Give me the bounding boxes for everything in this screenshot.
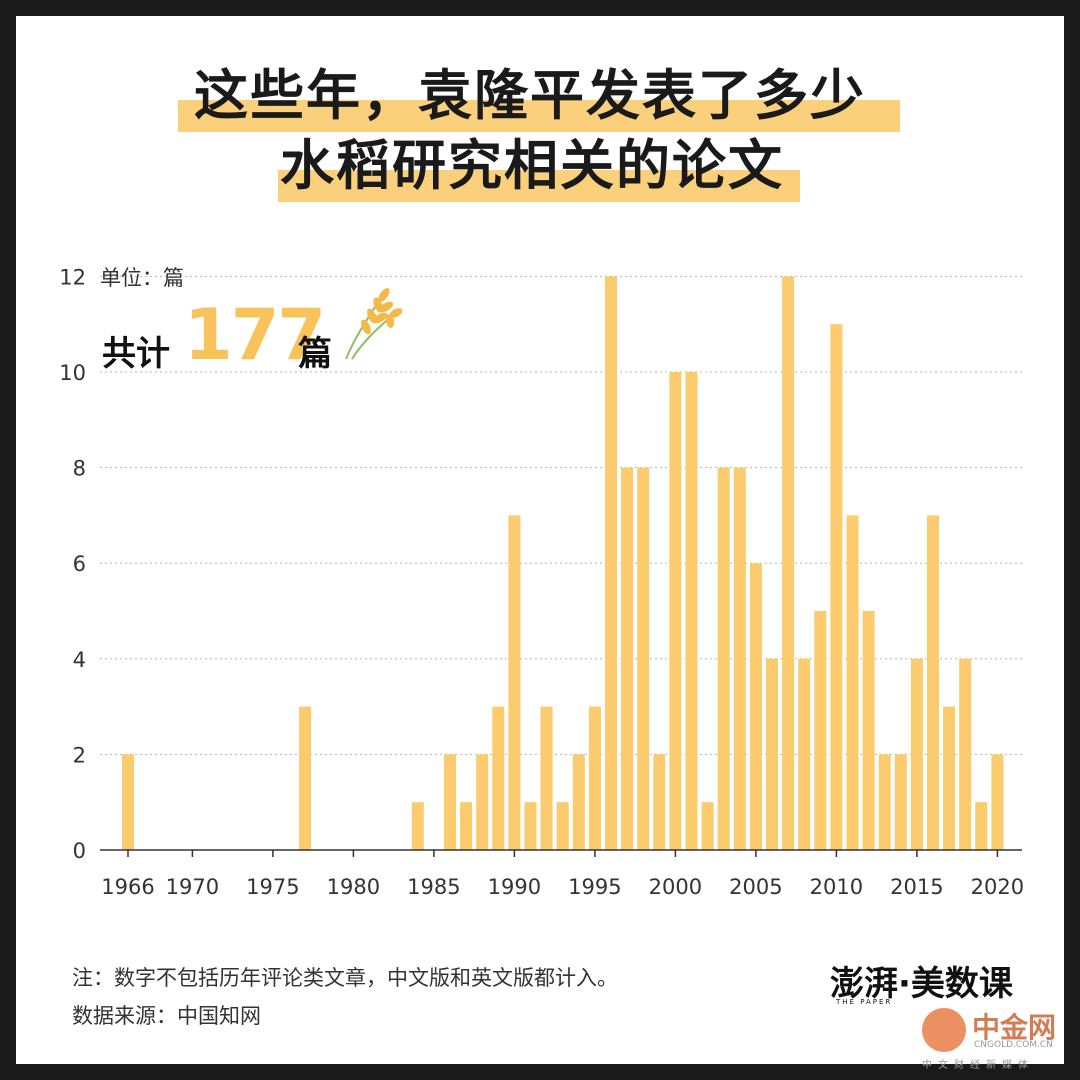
total-number: 177 (184, 294, 326, 376)
watermark-logo-icon (922, 1008, 966, 1052)
bar (975, 802, 988, 850)
bar (782, 276, 795, 850)
bar (588, 706, 601, 850)
bar (991, 754, 1004, 850)
bar (766, 658, 778, 850)
x-tick-label: 2010 (810, 875, 863, 899)
watermark-tagline: 中文财经新媒体 (922, 1060, 1034, 1071)
footnote: 注：数字不包括历年评论类文章，中文版和英文版都计入。 (72, 966, 618, 990)
chart-title-line-1: 这些年，袁隆平发表了多少 (194, 64, 866, 127)
title-highlight-2 (278, 170, 800, 202)
x-tick-label: 2000 (649, 875, 702, 899)
bar (749, 563, 762, 850)
bar (959, 658, 972, 850)
bar (572, 754, 585, 850)
bar (540, 706, 553, 850)
bar (524, 802, 537, 850)
brand-logo: 澎湃·美数课 (830, 964, 1013, 1004)
watermark: 中金网 CNGOLD.COM.CN 中文财经新媒体 (922, 1000, 1072, 1071)
bar (943, 706, 956, 850)
bar (830, 324, 843, 850)
y-tick-label: 6 (73, 552, 86, 576)
bar (492, 706, 505, 850)
bar (653, 754, 666, 850)
unit-label: 单位：篇 (100, 266, 184, 290)
bar (878, 754, 891, 850)
x-tick-label: 1975 (246, 875, 299, 899)
x-tick-label: 1966 (101, 875, 154, 899)
bar (814, 611, 827, 850)
x-tick-label: 1990 (488, 875, 541, 899)
bar (476, 754, 489, 850)
total-suffix: 篇 (298, 334, 332, 374)
data-source: 数据来源：中国知网 (72, 1004, 261, 1028)
watermark-domain: CNGOLD.COM.CN (974, 1040, 1053, 1050)
x-tick-label: 2020 (971, 875, 1024, 899)
bar (299, 706, 312, 850)
bar (444, 754, 456, 850)
y-tick-label: 8 (73, 457, 86, 481)
bar (846, 515, 859, 850)
bar (411, 802, 424, 850)
bar (894, 754, 907, 850)
bar (669, 372, 682, 850)
bar (927, 515, 939, 850)
bar (508, 515, 521, 850)
title-highlight-1 (178, 100, 900, 132)
bar (862, 611, 875, 850)
y-tick-label: 2 (73, 743, 86, 767)
x-tick-label: 1980 (327, 875, 380, 899)
chart-title-line-2: 水稻研究相关的论文 (280, 134, 784, 197)
x-tick-label: 1970 (166, 875, 219, 899)
bar (798, 658, 811, 850)
y-tick-label: 12 (59, 265, 86, 289)
bar (685, 372, 698, 850)
y-tick-label: 10 (59, 361, 86, 385)
y-tick-label: 4 (73, 648, 86, 672)
bar (460, 802, 473, 850)
bar (701, 802, 714, 850)
x-tick-label: 1995 (568, 875, 621, 899)
bar (621, 467, 634, 850)
rice-ear-icon (345, 288, 403, 360)
x-tick-label: 2015 (890, 875, 943, 899)
total-prefix: 共计 (102, 334, 170, 374)
brand-sub: THE PAPER (836, 998, 893, 1006)
bar (122, 754, 134, 850)
bar (637, 467, 650, 850)
bar (717, 467, 730, 850)
bar (910, 658, 923, 850)
x-tick-label: 1985 (407, 875, 460, 899)
bar (733, 467, 746, 850)
x-tick-label: 2005 (729, 875, 782, 899)
y-tick-label: 0 (73, 839, 86, 863)
bar (605, 276, 617, 850)
bar (556, 802, 569, 850)
watermark-name: 中金网 (972, 1011, 1057, 1044)
